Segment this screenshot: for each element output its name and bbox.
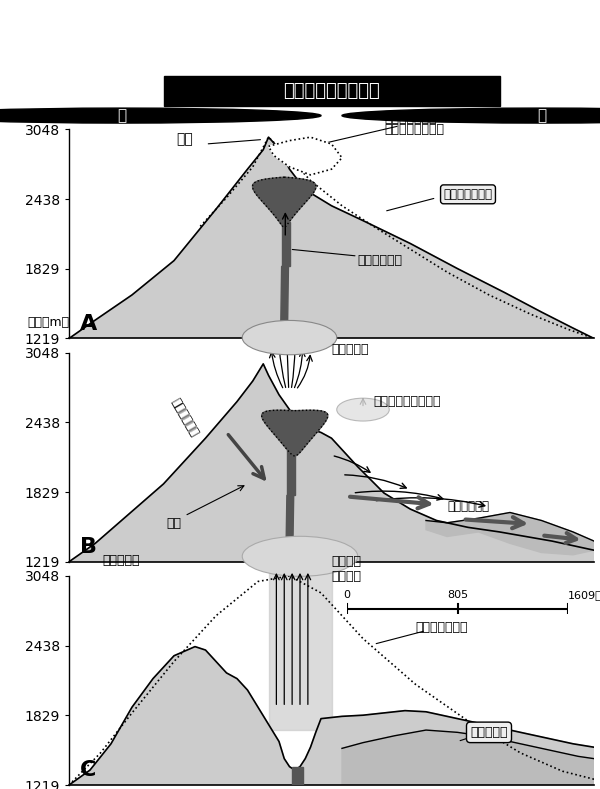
- Polygon shape: [281, 222, 290, 267]
- Text: 亀裂: 亀裂: [167, 518, 182, 530]
- Text: 爆発の開始: 爆発の開始: [331, 342, 369, 356]
- Text: 標高（m）: 標高（m）: [27, 316, 70, 329]
- Text: マグマの貫入: マグマの貫入: [358, 254, 403, 267]
- Text: マグマ噴火: マグマ噴火: [103, 554, 140, 567]
- Polygon shape: [253, 178, 316, 227]
- Polygon shape: [69, 647, 594, 785]
- Ellipse shape: [337, 398, 389, 421]
- Bar: [163, 76, 500, 106]
- Circle shape: [342, 108, 600, 123]
- Text: 噴火以前の地形: 噴火以前の地形: [443, 188, 493, 201]
- Polygon shape: [287, 447, 295, 495]
- Polygon shape: [342, 730, 594, 785]
- Text: （ブロック）: （ブロック）: [447, 500, 489, 514]
- Text: 火山灰の: 火山灰の: [331, 555, 361, 568]
- Text: 「岩なだれ」の発生: 「岩なだれ」の発生: [373, 395, 441, 408]
- Polygon shape: [269, 137, 342, 175]
- Text: A: A: [79, 314, 97, 334]
- Text: 805: 805: [447, 590, 468, 600]
- Polygon shape: [426, 513, 594, 555]
- Polygon shape: [69, 364, 594, 562]
- Text: セントヘレンズ火山: セントヘレンズ火山: [283, 82, 380, 99]
- Polygon shape: [69, 137, 594, 338]
- Text: 山頂: 山頂: [176, 133, 193, 146]
- Text: 崩壊直前の地形: 崩壊直前の地形: [384, 111, 437, 125]
- Text: （膨らんでいる）: （膨らんでいる）: [384, 123, 444, 136]
- Text: 崩壊直前の地形: 崩壊直前の地形: [415, 621, 468, 634]
- Polygon shape: [269, 559, 331, 730]
- Text: C: C: [79, 761, 96, 780]
- Polygon shape: [292, 767, 302, 785]
- Circle shape: [0, 108, 321, 123]
- Ellipse shape: [242, 320, 337, 355]
- Text: （ブロック）: （ブロック）: [169, 396, 200, 439]
- Text: 0: 0: [344, 590, 351, 600]
- Text: 現在の地形: 現在の地形: [470, 726, 508, 739]
- Polygon shape: [281, 267, 289, 338]
- Text: B: B: [79, 537, 97, 557]
- Text: 北: 北: [537, 108, 546, 123]
- Text: 大量放出: 大量放出: [331, 570, 361, 582]
- Text: 南: 南: [117, 108, 126, 123]
- Ellipse shape: [242, 537, 358, 576]
- Polygon shape: [262, 410, 328, 456]
- Text: 1609（m）: 1609（m）: [568, 590, 600, 600]
- Polygon shape: [286, 495, 294, 562]
